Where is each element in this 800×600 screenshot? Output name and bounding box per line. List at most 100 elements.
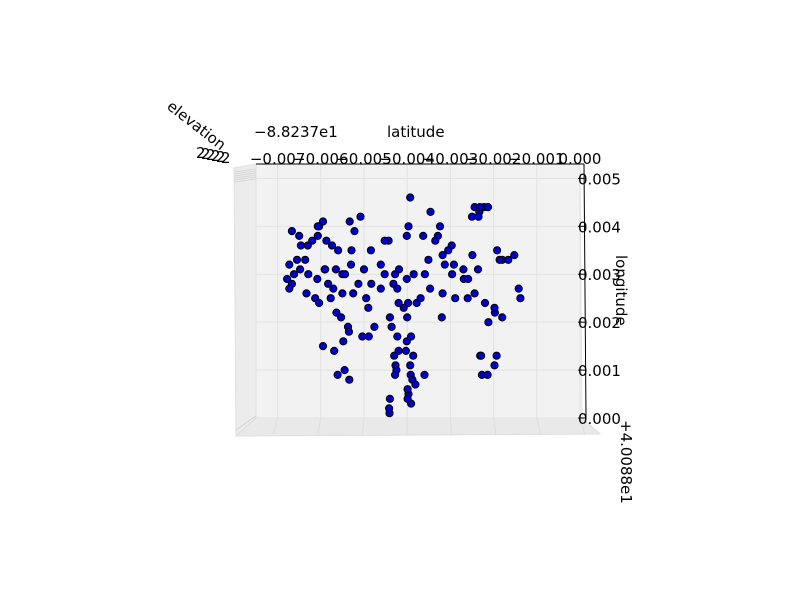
- data-point: [470, 289, 479, 298]
- data-point: [468, 251, 477, 260]
- data-point: [419, 231, 428, 240]
- side-grid-line: [233, 172, 257, 177]
- data-point: [313, 222, 322, 231]
- y-tick-label: 0.001: [578, 362, 621, 380]
- data-point: [303, 241, 312, 250]
- data-point: [385, 404, 394, 413]
- data-point: [516, 294, 525, 303]
- data-point: [394, 265, 404, 274]
- data-point: [463, 294, 472, 303]
- y-offset-text: +4.0088e1: [617, 420, 635, 504]
- y-tick-label: 0.002: [578, 314, 621, 332]
- data-point: [416, 294, 425, 303]
- data-point: [493, 246, 502, 255]
- x-tick-label: −0.006: [293, 150, 349, 168]
- x-tick-label: 0.000: [559, 150, 602, 168]
- y-tick-label: 0.004: [578, 218, 621, 236]
- x-tick-label: −0.002: [466, 150, 522, 168]
- data-point: [510, 251, 519, 260]
- data-point: [331, 265, 340, 274]
- y-tick-label: 0.005: [578, 170, 621, 188]
- x-tick-label: −0.005: [336, 150, 392, 168]
- data-point: [367, 279, 376, 288]
- data-point: [321, 265, 330, 274]
- data-point: [394, 298, 403, 308]
- floor-grid-line: [579, 417, 586, 435]
- data-point: [409, 270, 418, 279]
- data-point: [340, 270, 350, 279]
- data-point: [285, 284, 294, 293]
- x-tick-label: −0.001: [509, 150, 565, 168]
- data-point: [402, 274, 411, 284]
- data-point: [376, 284, 385, 293]
- side-grid-line: [233, 178, 257, 183]
- data-point: [329, 284, 338, 293]
- data-point: [354, 279, 363, 288]
- y-axis-label: longitude: [612, 255, 630, 326]
- data-point: [364, 303, 373, 312]
- data-point: [349, 289, 358, 298]
- data-point: [362, 294, 371, 303]
- data-point: [402, 231, 411, 240]
- data-point: [490, 361, 499, 370]
- data-point: [404, 222, 413, 231]
- data-point: [347, 246, 356, 255]
- floor-grid-line: [272, 417, 279, 435]
- data-point: [285, 260, 294, 269]
- data-point: [292, 255, 302, 264]
- data-point: [391, 370, 400, 379]
- data-point: [403, 385, 412, 394]
- data-point: [399, 303, 408, 312]
- data-point: [345, 375, 354, 384]
- data-point: [498, 313, 507, 322]
- data-point: [380, 270, 389, 279]
- data-point: [302, 289, 311, 298]
- floor-grid-line: [361, 417, 365, 435]
- data-point: [287, 227, 296, 236]
- data-point: [327, 241, 337, 250]
- data-point: [437, 313, 446, 322]
- data-point: [324, 279, 333, 288]
- data-point: [406, 361, 415, 370]
- data-point: [426, 284, 435, 293]
- data-point: [514, 284, 523, 293]
- data-point: [340, 366, 349, 375]
- data-point: [451, 294, 460, 303]
- z-tick-label: 2: [216, 148, 226, 166]
- data-point: [401, 346, 410, 355]
- data-point: [332, 308, 341, 317]
- data-point: [338, 289, 347, 298]
- x-tick-label: −0.004: [379, 150, 435, 168]
- data-point: [477, 351, 486, 360]
- data-points: [283, 193, 525, 418]
- data-point: [385, 313, 394, 322]
- x-tick-label: −0.007: [250, 150, 306, 168]
- data-point: [459, 265, 468, 274]
- data-point: [304, 270, 313, 279]
- data-point: [313, 274, 322, 284]
- floor-grid-line: [493, 417, 497, 435]
- data-point: [283, 274, 292, 284]
- data-point: [380, 236, 389, 245]
- z-tick-label: 2: [201, 145, 211, 163]
- data-point: [409, 351, 418, 360]
- data-point: [438, 251, 447, 260]
- y-tick-labels: 0.000 0.001 0.002 0.003 0.004 0.005: [578, 170, 621, 428]
- data-point: [433, 231, 442, 240]
- data-point: [393, 284, 402, 293]
- data-point: [344, 327, 353, 336]
- data-point: [426, 207, 435, 216]
- z-tick-label: 2: [221, 149, 231, 167]
- data-point: [322, 236, 331, 245]
- data-point: [346, 260, 356, 269]
- y-axis-line: [583, 163, 587, 419]
- floor-grid-line: [317, 417, 322, 435]
- data-point: [464, 274, 473, 284]
- data-point: [411, 380, 420, 389]
- data-point: [420, 370, 429, 379]
- side-grid-line: [233, 176, 257, 181]
- floor-pane: [234, 417, 602, 437]
- data-point: [296, 265, 305, 274]
